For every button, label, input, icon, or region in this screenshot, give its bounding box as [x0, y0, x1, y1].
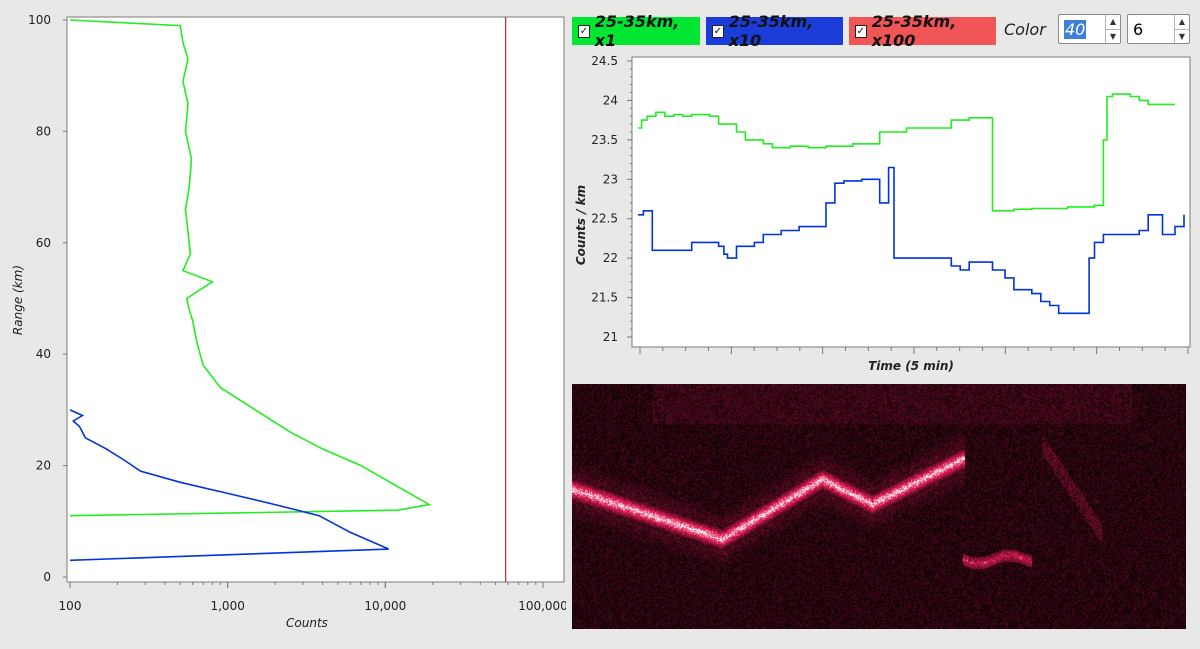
profile-x-axis-title: Counts [286, 616, 328, 630]
legend-toggle-x100[interactable]: ✓ 25-35km, x100 [849, 12, 996, 50]
legend-label-x100: 25-35km, x100 [871, 12, 957, 50]
ts-plot-area [631, 56, 1191, 348]
ts-y-tick-label: 23.5 [591, 133, 618, 147]
second-spinbox-arrows[interactable]: ▲ ▼ [1174, 15, 1189, 43]
profile-series-line-1 [69, 409, 390, 562]
profile-y-tick-label: 60 [36, 236, 51, 250]
profile-y-axis-title: Range (km) [11, 265, 25, 335]
legend-toggle-x1[interactable]: ✓ 25-35km, x1 [572, 12, 700, 50]
checkbox-x100[interactable]: ✓ [855, 24, 867, 38]
profile-y-tick-label: 80 [36, 124, 51, 138]
profile-y-tick-label: 40 [36, 347, 51, 361]
color-spinbox-value[interactable]: 40 [1064, 20, 1087, 39]
ts-y-tick-label: 21.5 [591, 291, 618, 305]
checkbox-x10[interactable]: ✓ [712, 24, 724, 38]
profile-x-tick-label: 100 [59, 599, 82, 613]
legend-label-x10: 25-35km, x10 [728, 12, 814, 50]
range-time-heatmap [572, 384, 1186, 629]
legend-toggle-x10[interactable]: ✓ 25-35km, x10 [706, 12, 843, 50]
profile-x-tick-label: 100,000 [518, 599, 566, 613]
color-spinbox-arrows[interactable]: ▲ ▼ [1105, 15, 1120, 43]
time-series-panel: Counts / km Time (5 min) 21 21.5 22 22.5 23 2… [566, 50, 1200, 378]
range-profile-chart: Range (km) Counts 0 20 40 60 80 100 100 1,000 10… [11, 13, 568, 630]
time-series-chart: Counts / km Time (5 min) 21 21.5 22 22.5 23 2… [574, 54, 1191, 373]
range-profile-panel: Range (km) Counts 0 20 40 60 80 100 100 1,000 10… [0, 0, 568, 645]
spin-down-icon[interactable]: ▼ [1178, 32, 1186, 41]
ts-y-tick-label: 23 [603, 172, 618, 186]
ts-y-tick-label: 24 [603, 93, 618, 107]
heatmap-panel [572, 384, 1186, 629]
color-spinbox[interactable]: 40 ▲ ▼ [1058, 14, 1121, 44]
color-label: Color [1004, 20, 1046, 39]
profile-plot-area [66, 16, 565, 583]
profile-x-tick-label: 1,000 [210, 599, 244, 613]
ts-y-tick-label: 22 [603, 251, 618, 265]
spin-up-icon[interactable]: ▲ [1106, 15, 1120, 30]
ts-y-tick-label: 21 [603, 330, 618, 344]
ts-series-line-0 [638, 93, 1175, 212]
ts-y-tick-label: 24.5 [591, 54, 618, 68]
ts-x-axis-title: Time (5 min) [868, 359, 954, 373]
spin-down-icon[interactable]: ▼ [1109, 32, 1117, 41]
profile-series-line-0 [69, 19, 432, 517]
legend-label-x1: 25-35km, x1 [594, 12, 680, 50]
checkbox-x1[interactable]: ✓ [578, 24, 590, 38]
profile-y-tick-label: 0 [43, 570, 51, 584]
second-spinbox[interactable]: 6 ▲ ▼ [1127, 14, 1190, 44]
second-spinbox-value[interactable]: 6 [1133, 20, 1144, 39]
ts-series-line-1 [638, 166, 1185, 315]
profile-y-tick-label: 20 [36, 459, 51, 473]
profile-y-tick-label: 100 [28, 13, 51, 27]
spin-up-icon[interactable]: ▲ [1175, 15, 1189, 30]
ts-y-axis-title: Counts / km [574, 185, 588, 265]
profile-x-tick-label: 10,000 [364, 599, 406, 613]
ts-y-tick-label: 22.5 [591, 212, 618, 226]
